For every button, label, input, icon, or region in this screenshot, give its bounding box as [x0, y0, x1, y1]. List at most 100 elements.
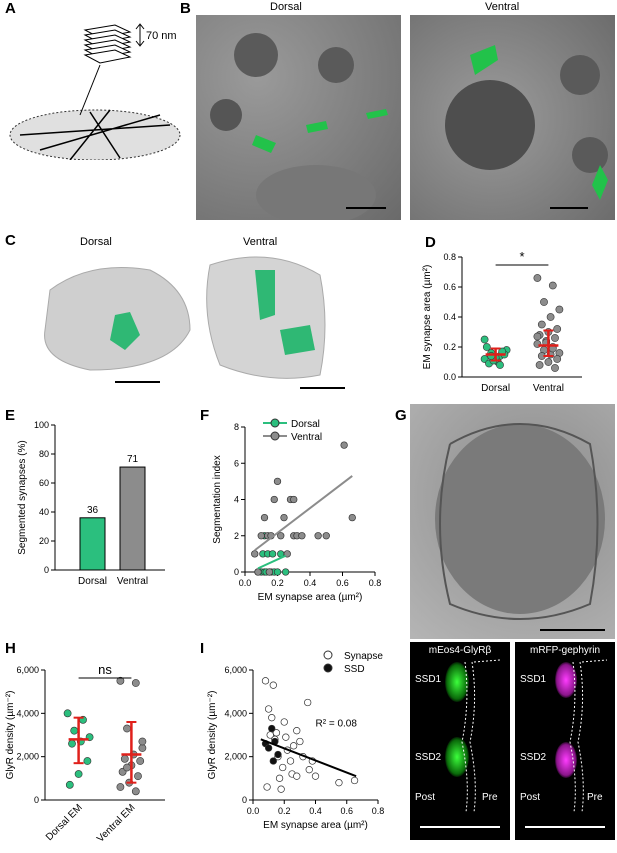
panel-label-e: E [5, 407, 16, 424]
y-axis-label: EM synapse area (µm²) [422, 265, 433, 370]
fluor-title-left: mEos4-GlyRβ [428, 645, 492, 656]
data-point [264, 705, 273, 713]
x-category-label: Ventral EM [95, 802, 137, 844]
data-point [138, 744, 147, 752]
x-category-label: Ventral [117, 576, 148, 587]
data-point [293, 772, 301, 780]
fluorescence-gephyrin: mRFP-gephyrin SSD1 SSD2 Post Pre [515, 642, 615, 840]
synapse-green-1 [252, 135, 276, 153]
data-point [280, 718, 288, 726]
data-point [65, 780, 74, 789]
y-tick-label: 8 [234, 422, 239, 432]
legend-label: Ventral [291, 432, 322, 443]
ssd2-label: SSD2 [520, 752, 547, 763]
data-point [305, 766, 313, 774]
synapse-segment [110, 312, 140, 350]
data-point [283, 550, 291, 558]
significance-label: ns [98, 662, 112, 677]
data-point [138, 737, 147, 746]
y-tick-label: 0.2 [443, 342, 456, 352]
data-point [281, 568, 290, 576]
data-point [335, 779, 343, 787]
legend-label: Synapse [344, 651, 383, 662]
data-point [269, 681, 277, 689]
data-point [304, 698, 312, 707]
panel-label-c: C [5, 232, 16, 249]
data-point [251, 550, 259, 558]
panel-c-title-right: Ventral [243, 236, 278, 248]
data-point [116, 676, 125, 685]
data-point [482, 343, 491, 351]
bar [79, 517, 106, 571]
y-axis-label: GlyR density (µm⁻²) [207, 691, 218, 780]
ssd1-spot-magenta [555, 662, 577, 698]
chart-f: 0 2 4 6 8 0.0 0.2 0.4 0.6 0.8 EM synapse area (µm²… [212, 418, 381, 603]
y-tick-label: 2,000 [16, 752, 39, 762]
data-point [268, 724, 276, 733]
data-point [264, 744, 273, 752]
data-point [273, 568, 282, 576]
y-tick-label: 100 [34, 420, 49, 430]
x-tick-label: 0.2 [278, 806, 291, 816]
em-image-ventral [410, 15, 615, 220]
3d-reconstruction-dorsal [44, 267, 191, 383]
data-point [314, 532, 322, 540]
data-point [280, 513, 288, 522]
synapse-green-2 [592, 165, 608, 200]
data-point [298, 532, 306, 540]
y-tick-label: 6,000 [224, 665, 247, 675]
data-point [260, 513, 269, 522]
data-point [293, 727, 301, 735]
data-point [261, 677, 270, 685]
data-point [286, 757, 295, 765]
data-point [131, 679, 140, 687]
data-point [275, 774, 284, 782]
data-point [270, 495, 278, 504]
data-point [274, 750, 282, 759]
panel-label-g: G [395, 407, 407, 424]
panel-b-title-right: Ventral [485, 1, 520, 13]
panel-label-d: D [425, 234, 436, 251]
x-tick-label: 0.4 [309, 806, 322, 816]
bar-value-label: 71 [127, 454, 139, 465]
trend-line [257, 554, 287, 570]
data-point [269, 757, 277, 765]
em-image-dorsal [196, 15, 401, 220]
y-tick-label: 0.8 [443, 252, 456, 262]
y-tick-label: 6,000 [16, 665, 39, 675]
data-point [551, 334, 559, 342]
data-point [544, 358, 553, 366]
ssd1-spot-green [445, 662, 469, 702]
data-point [289, 742, 298, 750]
x-tick-label: 0.4 [304, 578, 317, 588]
data-point [277, 532, 285, 540]
y-tick-label: 4 [234, 495, 239, 505]
data-point [277, 785, 285, 793]
data-point [131, 787, 140, 796]
y-tick-label: 60 [39, 478, 49, 488]
y-tick-label: 0 [242, 795, 247, 805]
y-tick-label: 80 [39, 449, 49, 459]
panel-label-b: B [180, 0, 191, 17]
ssd2-label: SSD2 [415, 752, 442, 763]
data-point [272, 729, 281, 737]
section-stack [83, 24, 132, 64]
x-tick-label: 0.2 [271, 578, 284, 588]
synapse-segment-2 [280, 325, 315, 355]
data-point [265, 568, 274, 576]
x-category-label: Dorsal [78, 576, 107, 587]
y-tick-label: 0 [44, 565, 49, 575]
em-image-g [410, 404, 615, 639]
post-label: Post [520, 792, 541, 803]
data-point [533, 332, 542, 341]
thickness-arrow-icon [135, 23, 145, 47]
legend-marker [270, 418, 280, 428]
data-point [496, 361, 504, 369]
data-point [263, 783, 271, 791]
data-point [546, 313, 555, 321]
x-tick-label: 0.6 [340, 806, 353, 816]
y-tick-label: 4,000 [224, 708, 247, 718]
thickness-label: 70 nm [146, 30, 177, 42]
panel-label-h: H [5, 640, 16, 657]
data-point [350, 776, 359, 785]
